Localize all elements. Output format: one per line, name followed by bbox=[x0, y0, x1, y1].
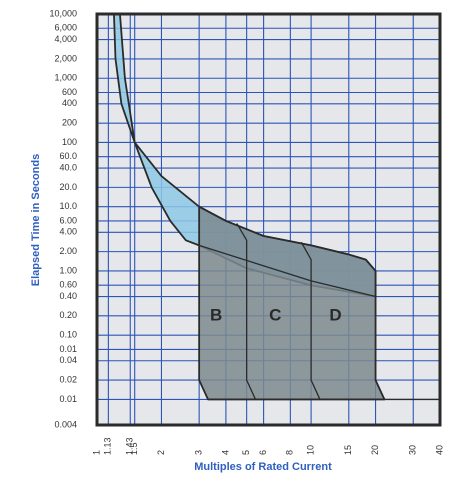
y-tick-label: 10.0 bbox=[59, 201, 77, 211]
x-tick-label: 20 bbox=[370, 445, 380, 455]
y-tick-label: 6.00 bbox=[59, 215, 77, 225]
x-tick-label: 3 bbox=[194, 450, 204, 455]
x-tick-label: 30 bbox=[408, 445, 418, 455]
y-tick-label: 0.02 bbox=[59, 374, 77, 384]
y-axis-title: Elapsed Time in Seconds bbox=[30, 154, 42, 286]
y-tick-label: 600 bbox=[62, 87, 77, 97]
y-tick-label: 4,000 bbox=[54, 34, 77, 44]
annotation: D bbox=[329, 305, 341, 324]
y-tick-label: 0.60 bbox=[59, 280, 77, 290]
y-tick-label: 200 bbox=[62, 118, 77, 128]
y-tick-label: 100 bbox=[62, 137, 77, 147]
annotation: B bbox=[210, 305, 222, 324]
annotation: C bbox=[269, 305, 281, 324]
x-tick-label: 10 bbox=[305, 445, 315, 455]
y-tick-label: 10,000 bbox=[49, 8, 77, 18]
y-tick-label: 1,000 bbox=[54, 73, 77, 83]
x-tick-label: 1.5 bbox=[129, 442, 139, 455]
x-tick-label: 4 bbox=[220, 450, 230, 455]
y-tick-label: 40.0 bbox=[59, 162, 77, 172]
y-tick-label: 0.04 bbox=[59, 355, 77, 365]
curve bbox=[374, 379, 440, 401]
plot-frame bbox=[95, 12, 442, 427]
y-tick-label: 0.01 bbox=[59, 394, 77, 404]
x-axis-title: Multiples of Rated Current bbox=[194, 461, 332, 473]
x-tick-label: 40 bbox=[434, 445, 444, 455]
y-tick-label: 4.00 bbox=[59, 227, 77, 237]
y-tick-label: 400 bbox=[62, 98, 77, 108]
y-tick-label: 6,000 bbox=[54, 23, 77, 33]
curve bbox=[300, 241, 321, 400]
x-tick-label: 8 bbox=[285, 450, 295, 455]
x-tick-label: 1.13 bbox=[103, 437, 113, 455]
y-tick-label: 0.004 bbox=[54, 419, 77, 429]
curve bbox=[236, 223, 257, 400]
x-tick-label: 5 bbox=[241, 450, 251, 455]
x-tick-label: 6 bbox=[258, 450, 268, 455]
y-tick-label: 2.00 bbox=[59, 246, 77, 256]
y-tick-label: 1.00 bbox=[59, 265, 77, 275]
x-tick-label: 15 bbox=[343, 445, 353, 455]
y-tick-label: 20.0 bbox=[59, 182, 77, 192]
y-tick-label: 0.40 bbox=[59, 291, 77, 301]
x-tick-label: 1.43 bbox=[125, 437, 135, 455]
x-tick-label: 2 bbox=[156, 450, 166, 455]
y-tick-label: 60.0 bbox=[59, 151, 77, 161]
y-tick-label: 0.01 bbox=[59, 344, 77, 354]
x-tick-label: 1 bbox=[91, 450, 101, 455]
y-tick-label: 2,000 bbox=[54, 53, 77, 63]
region bbox=[198, 205, 386, 401]
y-tick-label: 0.20 bbox=[59, 310, 77, 320]
curve bbox=[198, 244, 376, 298]
y-tick-label: 0.10 bbox=[59, 330, 77, 340]
